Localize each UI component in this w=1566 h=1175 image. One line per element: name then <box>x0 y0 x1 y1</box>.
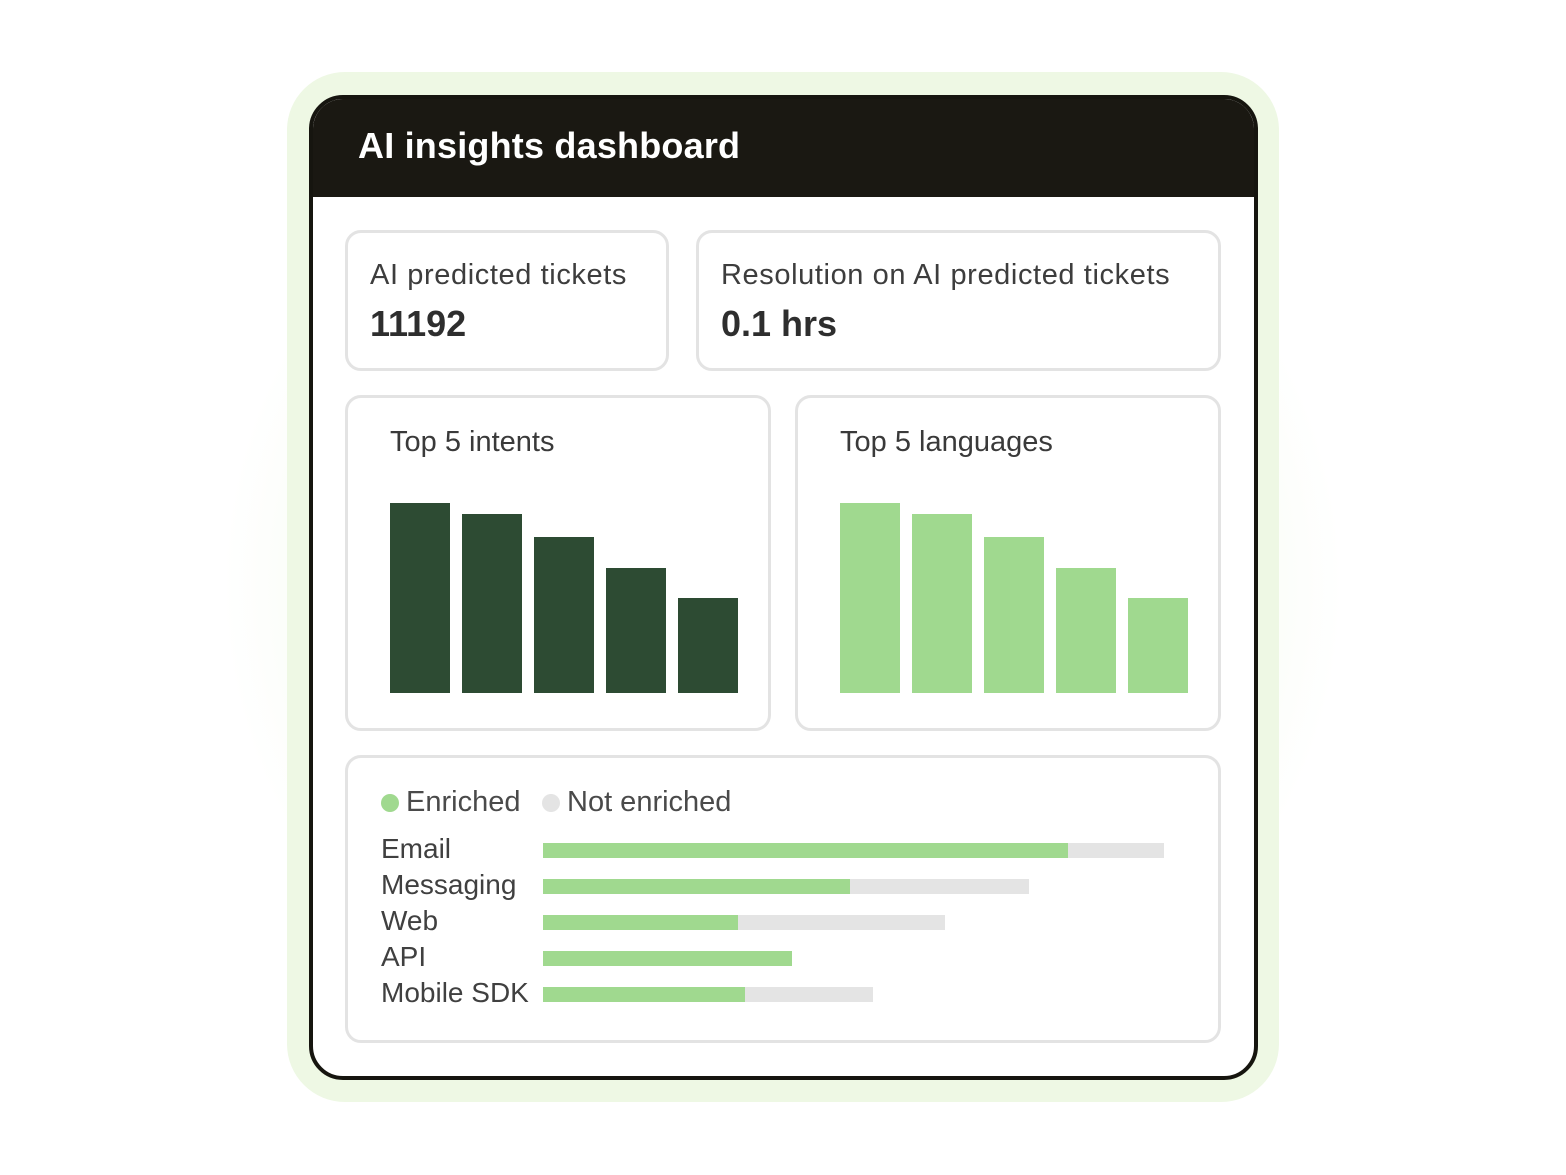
chart-bar[interactable] <box>1128 598 1188 693</box>
not-enriched-dot-icon <box>542 793 560 812</box>
legend-not-enriched: Not enriched <box>542 786 731 819</box>
title-bar: AI insights dashboard <box>313 99 1254 197</box>
legend-enriched: Enriched <box>381 786 520 819</box>
stat-value: 11192 <box>370 303 467 344</box>
row-label: Web <box>381 905 439 936</box>
bar-track[interactable] <box>543 951 792 966</box>
top-intents-chart-card[interactable]: Top 5 intents <box>345 395 771 731</box>
legend-label: Not enriched <box>567 786 732 818</box>
chart-bar[interactable] <box>984 537 1044 693</box>
dashboard-title: AI insights dashboard <box>358 125 741 166</box>
stat-label: Resolution on AI predicted tickets <box>721 259 1171 291</box>
chart-bar[interactable] <box>462 514 522 693</box>
chart-bar[interactable] <box>606 568 666 693</box>
bar-track[interactable] <box>543 879 1029 894</box>
bar-track[interactable] <box>543 843 1164 858</box>
top-languages-chart-card[interactable]: Top 5 languages <box>795 395 1221 731</box>
bar-fill-enriched <box>543 915 738 930</box>
stat-label: AI predicted tickets <box>370 259 627 291</box>
chart-title: Top 5 intents <box>390 426 555 458</box>
bar-track[interactable] <box>543 987 873 1002</box>
chart-bar[interactable] <box>390 503 450 693</box>
bar-fill-enriched <box>543 951 792 966</box>
row-label: Messaging <box>381 869 517 900</box>
row-label: API <box>381 941 427 972</box>
chart-title: Top 5 languages <box>840 426 1053 458</box>
bar-track[interactable] <box>543 915 945 930</box>
chart-bar[interactable] <box>678 598 738 693</box>
bar-fill-enriched <box>543 987 745 1002</box>
enriched-dot-icon <box>381 793 399 812</box>
enrichment-chart-card[interactable]: Enriched Not enriched Email Messaging Web A… <box>345 755 1221 1043</box>
bar-fill-enriched <box>543 843 1068 858</box>
stat-card-ai-predicted-tickets[interactable]: AI predicted tickets 11192 <box>345 230 669 371</box>
dashboard-window: AI insights dashboard AI predicted ticke… <box>309 95 1258 1080</box>
legend-label: Enriched <box>406 786 521 818</box>
row-label: Mobile SDK <box>381 977 529 1008</box>
chart-bar[interactable] <box>912 514 972 693</box>
chart-bar[interactable] <box>840 503 900 693</box>
row-label: Email <box>381 833 452 864</box>
bar-fill-enriched <box>543 879 850 894</box>
chart-bar[interactable] <box>534 537 594 693</box>
stat-value: 0.1 hrs <box>721 303 838 344</box>
chart-bar[interactable] <box>1056 568 1116 693</box>
stat-card-resolution[interactable]: Resolution on AI predicted tickets 0.1 h… <box>696 230 1221 371</box>
